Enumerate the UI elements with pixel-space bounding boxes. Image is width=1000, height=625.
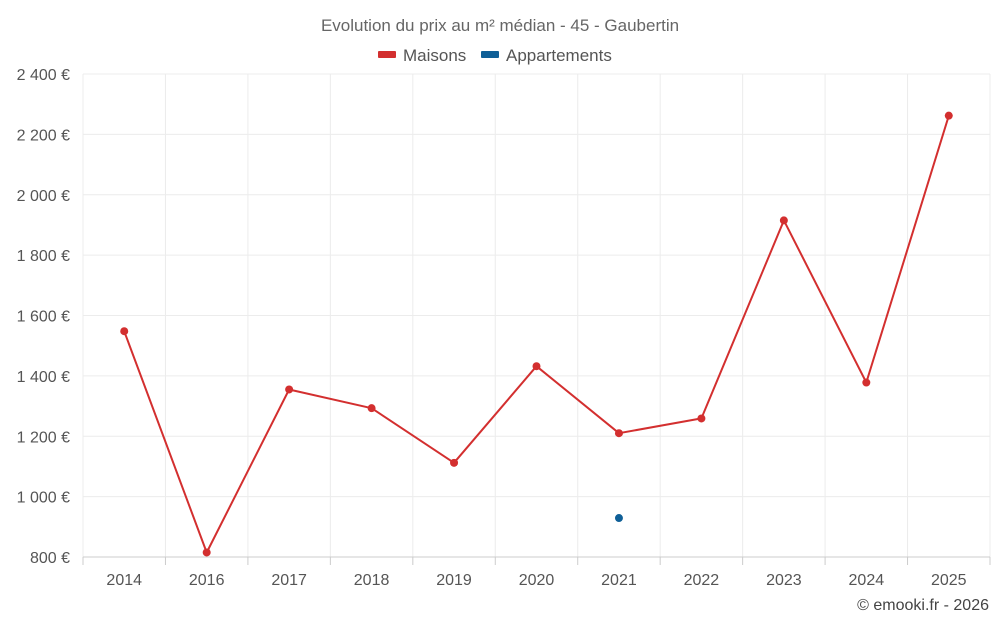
data-point-maisons[interactable] [614,429,623,438]
data-point-maisons[interactable] [779,216,788,225]
y-tick-label: 2 400 € [17,67,70,84]
series-maisons [120,111,953,557]
data-point-maisons[interactable] [367,404,376,413]
data-point-maisons[interactable] [202,548,211,557]
data-point-maisons[interactable] [450,458,459,467]
legend-label-maisons: Maisons [403,46,466,65]
x-tick-label: 2020 [519,572,555,589]
x-tick-label: 2014 [106,572,142,589]
x-tick-label: 2021 [601,572,637,589]
data-point-maisons[interactable] [862,378,871,387]
y-tick-label: 1 800 € [17,248,70,265]
y-tick-label: 1 400 € [17,369,70,386]
x-tick-label: 2022 [684,572,720,589]
series-appartements [614,514,623,523]
x-tick-label: 2025 [931,572,967,589]
axes: 800 € 1 000 € 1 200 € 1 400 € 1 600 € 1 800 €… [17,67,991,589]
data-point-maisons[interactable] [532,362,541,371]
data-point-maisons[interactable] [944,111,953,120]
y-tick-label: 2 000 € [17,188,70,205]
chart-title: Evolution du prix au m² médian - 45 - Ga… [321,16,679,35]
y-tick-label: 1 000 € [17,490,70,507]
data-point-maisons[interactable] [120,327,129,336]
x-tick-label: 2018 [354,572,390,589]
data-point-maisons[interactable] [285,385,294,394]
grid [82,73,991,557]
y-tick-label: 1 600 € [17,309,70,326]
x-tick-label: 2023 [766,572,802,589]
legend-item-maisons[interactable]: Maisons [378,46,466,65]
legend-item-appartements[interactable]: Appartements [481,46,612,65]
credit-text: © emooki.fr - 2026 [857,597,989,614]
y-tick-label: 2 200 € [17,127,70,144]
data-point-maisons[interactable] [697,414,706,423]
legend: Maisons Appartements [378,46,612,65]
data-point-appartements[interactable] [614,514,623,523]
x-tick-label: 2019 [436,572,472,589]
legend-swatch-maisons [378,51,396,58]
y-tick-label: 1 200 € [17,429,70,446]
x-tick-label: 2016 [189,572,225,589]
x-tick-label: 2024 [849,572,885,589]
series [120,111,953,557]
y-tick-label: 800 € [30,550,70,567]
legend-swatch-appartements [481,51,499,58]
x-tick-label: 2017 [271,572,307,589]
legend-label-appartements: Appartements [506,46,612,65]
